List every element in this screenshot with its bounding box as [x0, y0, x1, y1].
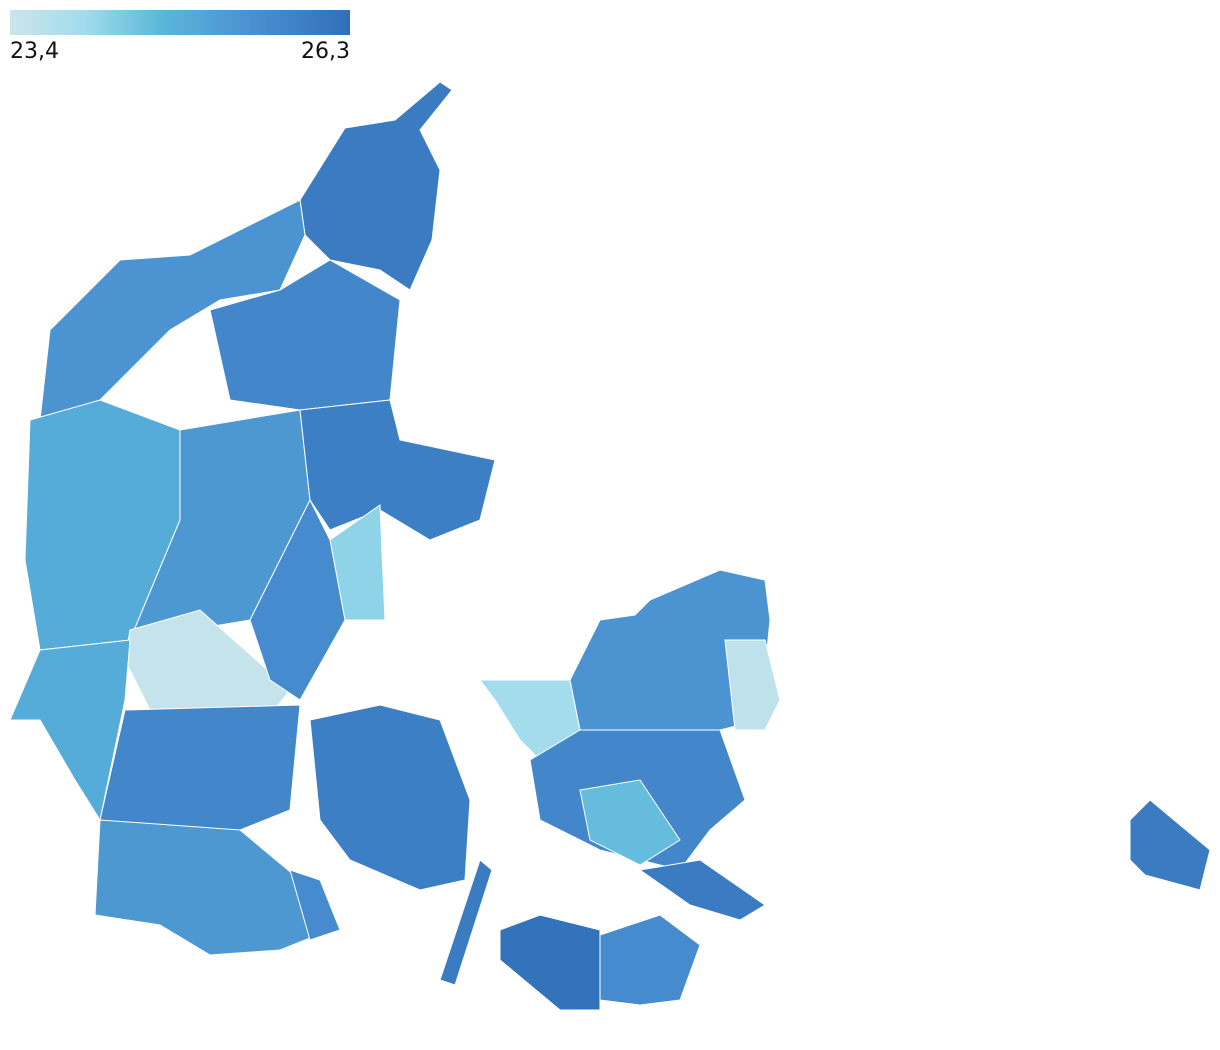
region	[638, 859, 766, 921]
region	[724, 639, 781, 731]
regions	[9, 81, 1211, 1011]
region	[599, 914, 701, 1006]
region	[439, 859, 493, 986]
legend-gradient	[10, 10, 350, 35]
region	[99, 704, 301, 831]
region	[249, 498, 346, 701]
region	[1129, 799, 1211, 891]
legend-max-label: 26,3	[301, 39, 350, 64]
region	[309, 704, 471, 891]
region	[289, 869, 341, 941]
region	[9, 639, 131, 822]
region	[299, 81, 453, 291]
region	[299, 399, 496, 541]
region	[499, 914, 601, 1011]
region	[209, 259, 401, 411]
legend-min-label: 23,4	[10, 39, 59, 64]
region	[579, 779, 681, 866]
